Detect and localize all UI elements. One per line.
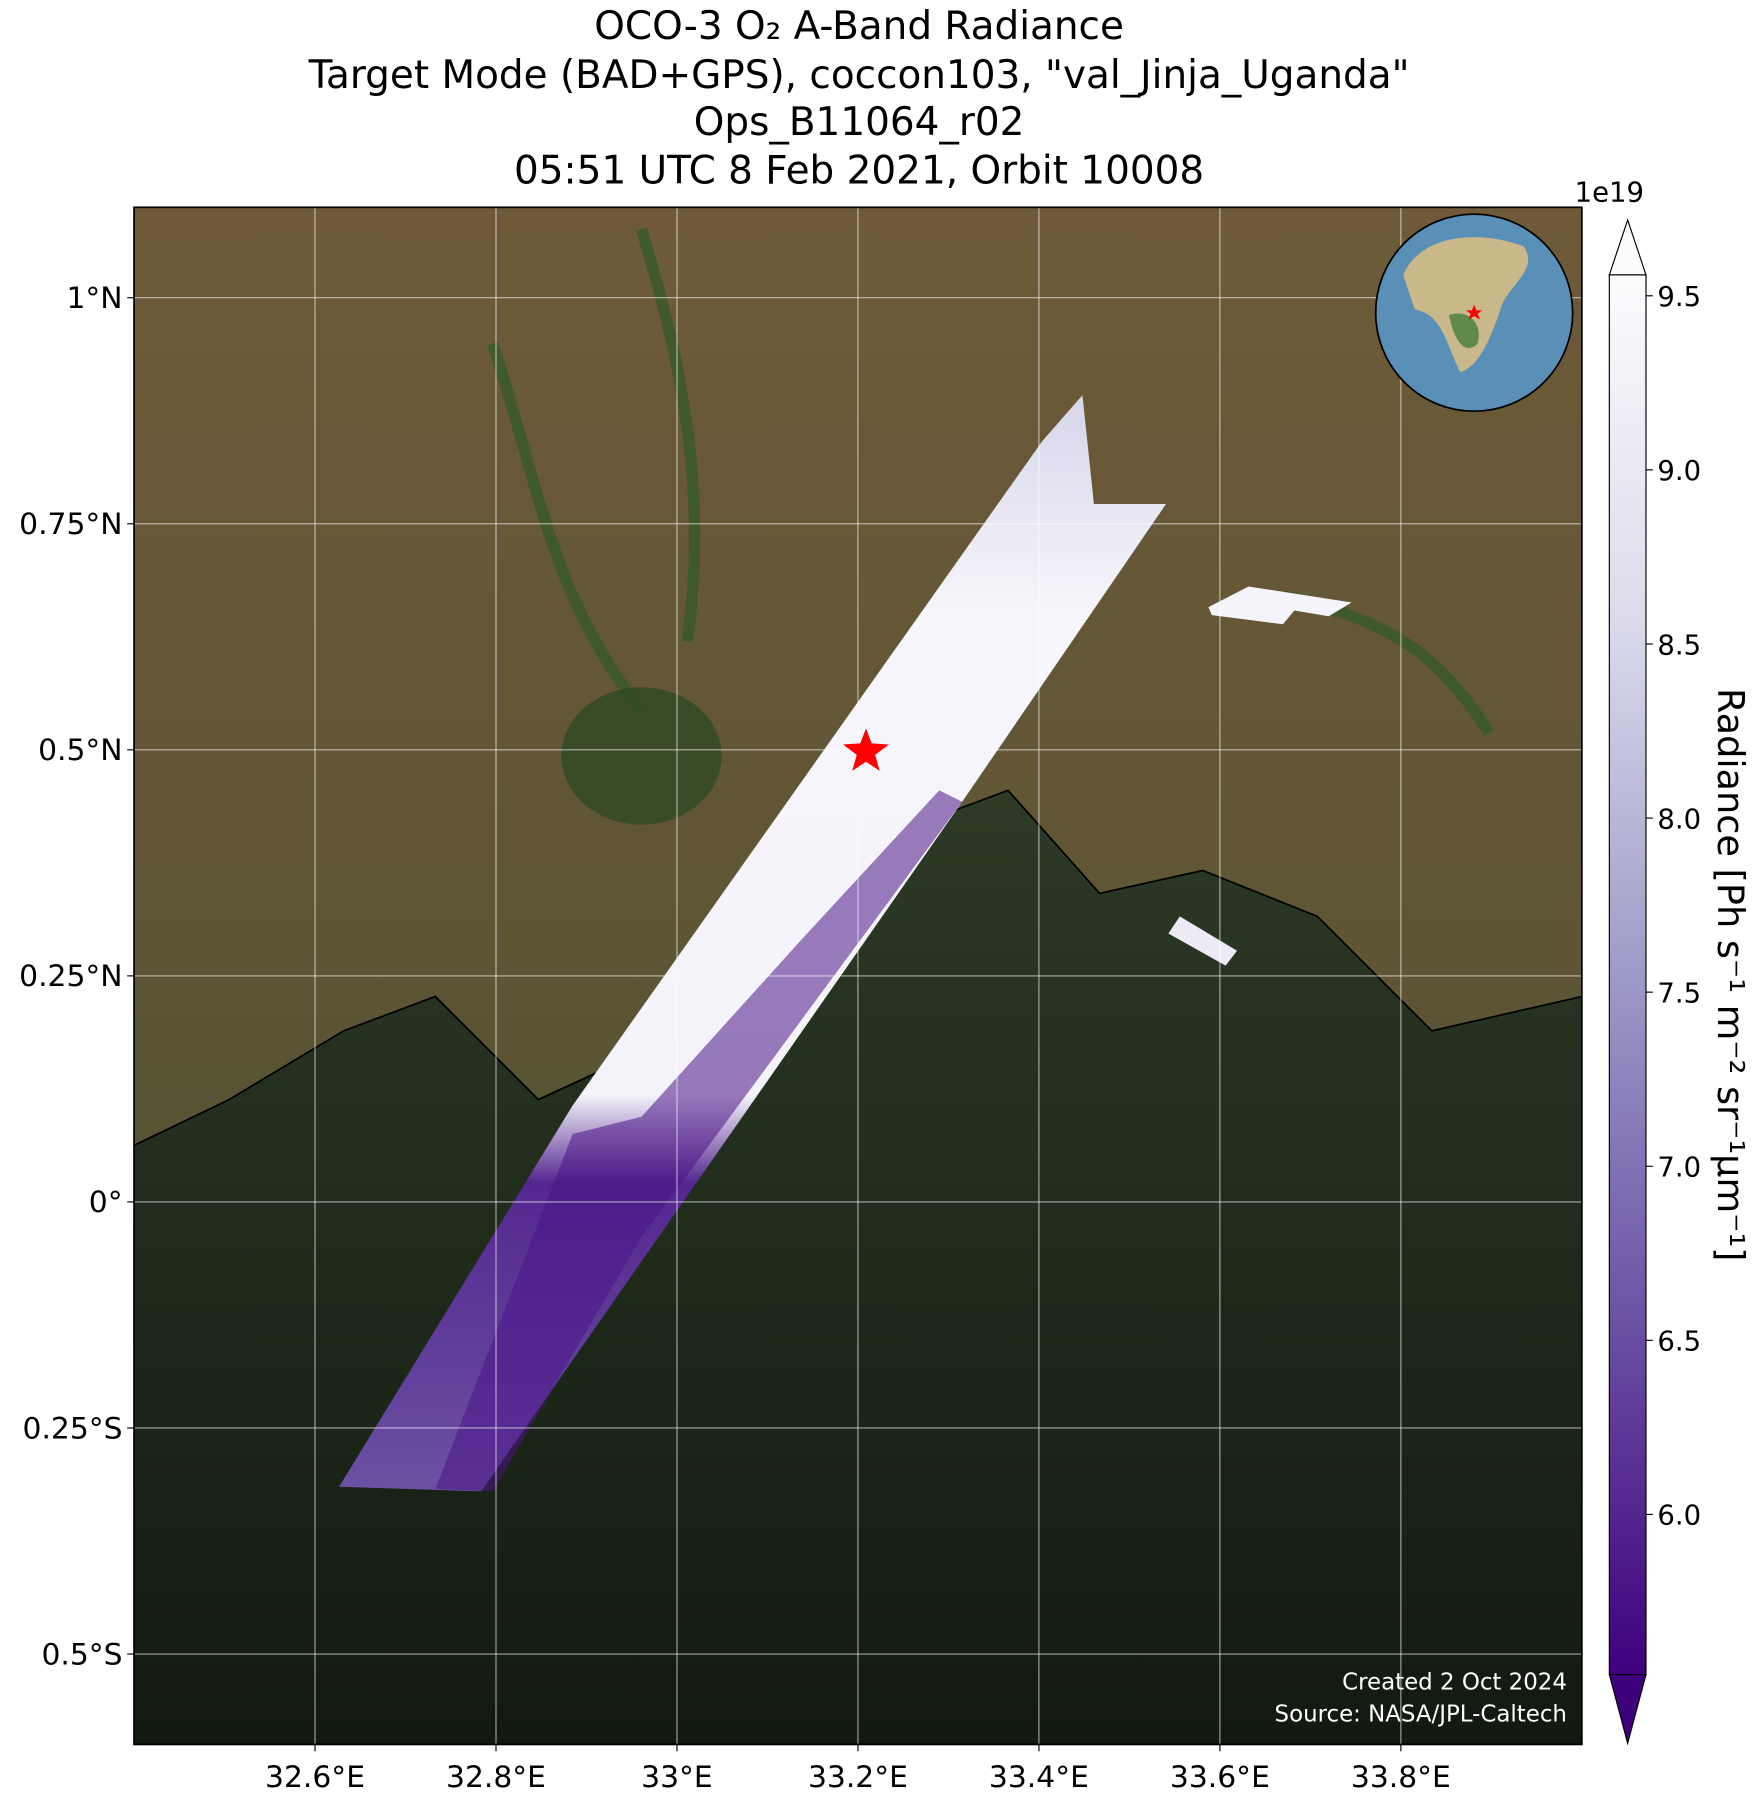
x-tick-label: 33.2°E: [808, 1760, 908, 1795]
title-line: Ops_B11064_r02: [694, 100, 1025, 145]
colorbar-label: Radiance [Ph s⁻¹ m⁻² sr⁻¹μm⁻¹]: [1709, 688, 1752, 1261]
colorbar-extend-max: [1608, 218, 1647, 276]
inset-globe: [1374, 213, 1574, 413]
globe-target: [1466, 304, 1483, 320]
colorbar-tick-label: 6.5: [1657, 1326, 1701, 1358]
colorbar-extend-min: [1608, 1674, 1647, 1746]
y-tick-label: 0.5°S: [41, 1637, 122, 1672]
target-marker: [843, 728, 889, 771]
x-tick-label: 33°E: [641, 1760, 713, 1795]
x-tick-label: 33.6°E: [1170, 1760, 1270, 1795]
globe-land: [1403, 237, 1529, 373]
title: OCO-3 O₂ A-Band Radiance Target Mode (BA…: [308, 4, 1410, 193]
y-tick-label: 0.25°N: [19, 959, 122, 994]
credit: Source: NASA/JPL-Caltech: [1275, 1702, 1567, 1728]
colorbar-tick-label: 8.0: [1657, 803, 1701, 835]
y-tick-label: 0.25°S: [23, 1411, 123, 1446]
x-tick-label: 32.6°E: [265, 1760, 365, 1795]
forest: [561, 687, 722, 825]
colorbar-tick-label: 7.5: [1657, 977, 1701, 1009]
title-line: OCO-3 O₂ A-Band Radiance: [594, 4, 1124, 49]
map-area: Created 2 Oct 2024 Source: NASA/JPL-Calt…: [134, 207, 1582, 1745]
colorbar-scale: [1608, 274, 1647, 1676]
x-tick-label: 33.8°E: [1351, 1760, 1451, 1795]
y-tick-label: 0.5°N: [38, 733, 123, 768]
swath-fragment: [1208, 586, 1352, 625]
x-tick-label: 33.4°E: [989, 1760, 1089, 1795]
colorbar-tick-label: 9.0: [1657, 455, 1701, 487]
globe-land: [1448, 313, 1479, 349]
colorbar-exponent: 1e19: [1575, 177, 1644, 209]
y-tick-label: 0.75°N: [19, 507, 122, 542]
colorbar: 1e19 Radiance [Ph s⁻¹ m⁻² sr⁻¹μm⁻¹] 6.0 6…: [1575, 177, 1752, 1746]
colorbar-tick-label: 6.0: [1657, 1500, 1701, 1532]
y-tick-label: 1°N: [67, 281, 123, 316]
x-tick-label: 32.8°E: [446, 1760, 546, 1795]
title-line: 05:51 UTC 8 Feb 2021, Orbit 10008: [514, 148, 1204, 193]
colorbar-tick-label: 8.5: [1657, 629, 1701, 661]
colorbar-tick-label: 9.5: [1657, 281, 1701, 313]
y-tick-label: 0°: [89, 1185, 123, 1220]
credit: Created 2 Oct 2024: [1342, 1669, 1567, 1695]
grid: [134, 207, 1582, 1745]
swath-low-radiance: [435, 790, 963, 1492]
colorbar-tick-label: 7.0: [1657, 1152, 1701, 1184]
title-line: Target Mode (BAD+GPS), coccon103, "val_J…: [308, 53, 1410, 98]
